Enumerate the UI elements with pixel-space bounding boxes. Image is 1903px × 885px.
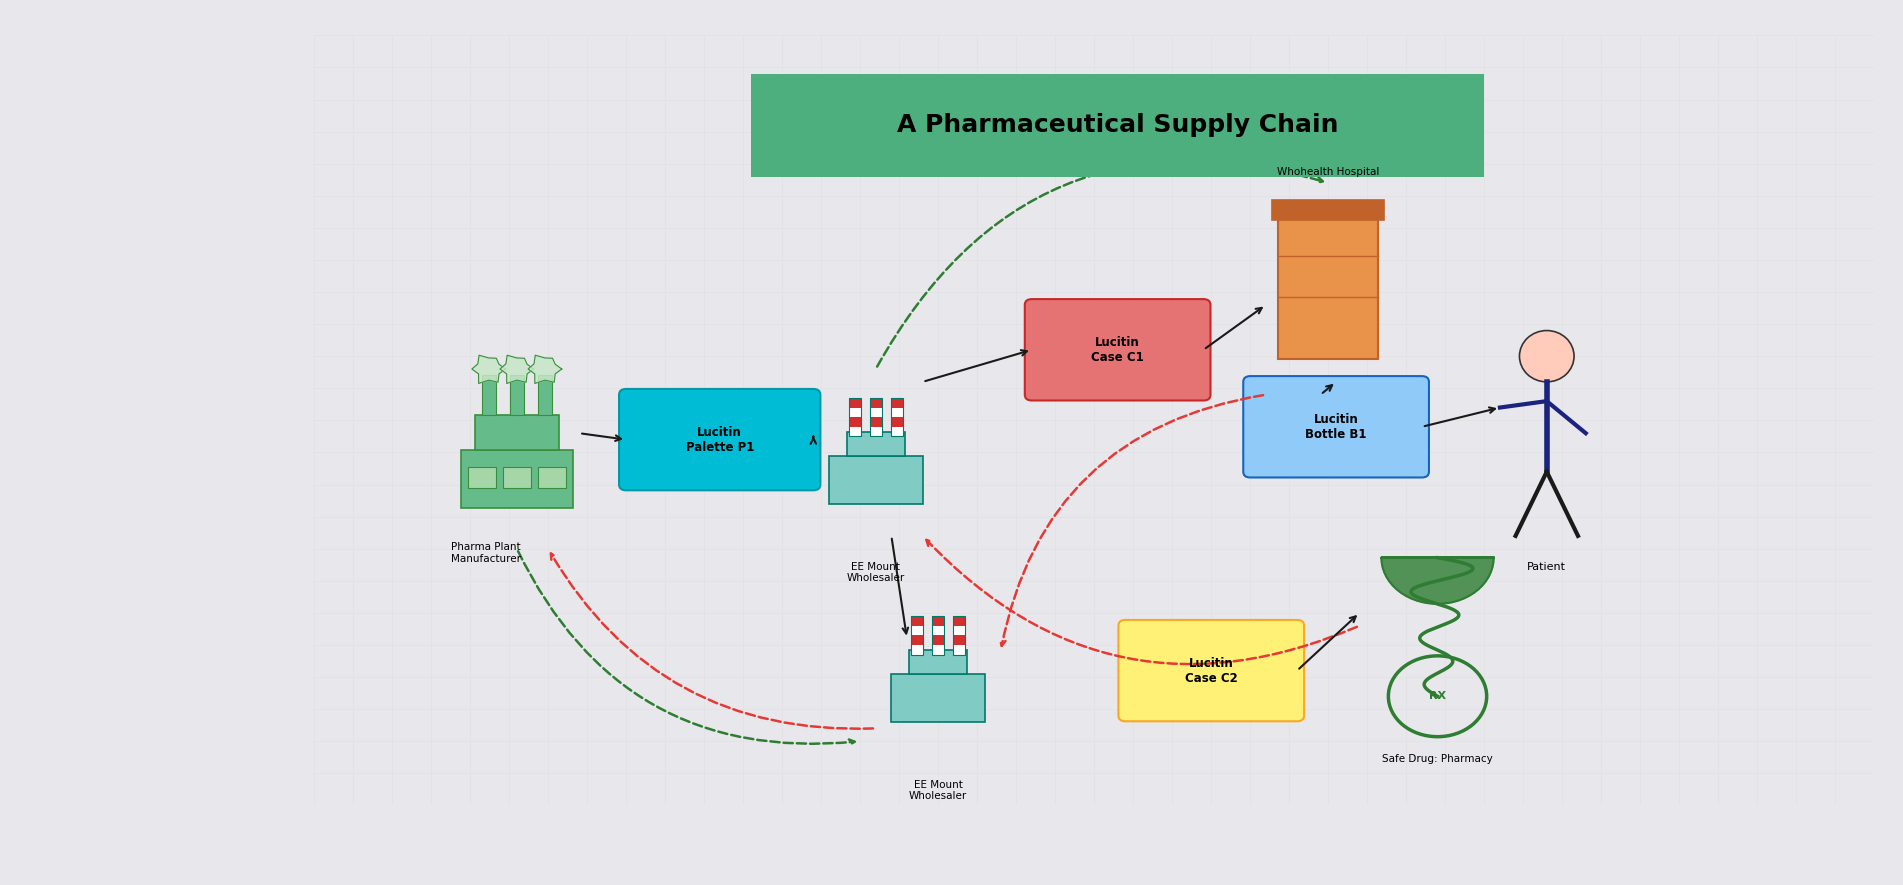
- FancyBboxPatch shape: [849, 427, 860, 436]
- FancyBboxPatch shape: [912, 626, 923, 635]
- FancyBboxPatch shape: [891, 417, 902, 427]
- Polygon shape: [472, 355, 506, 383]
- FancyBboxPatch shape: [912, 645, 923, 655]
- Text: Pharma Plant
Manufacturer: Pharma Plant Manufacturer: [451, 543, 521, 564]
- Text: EE Mount
Wholesaler: EE Mount Wholesaler: [847, 562, 906, 583]
- FancyBboxPatch shape: [849, 398, 860, 407]
- Text: Lucitin
Case C1: Lucitin Case C1: [1090, 335, 1144, 364]
- FancyBboxPatch shape: [953, 616, 965, 626]
- Polygon shape: [500, 355, 533, 383]
- Text: Patient: Patient: [1528, 562, 1566, 572]
- FancyBboxPatch shape: [1026, 299, 1210, 401]
- FancyBboxPatch shape: [891, 673, 986, 722]
- FancyBboxPatch shape: [849, 417, 860, 427]
- FancyBboxPatch shape: [870, 407, 881, 417]
- Polygon shape: [1382, 558, 1494, 604]
- Text: Lucitin
Case C2: Lucitin Case C2: [1186, 657, 1237, 685]
- FancyBboxPatch shape: [847, 432, 906, 456]
- FancyBboxPatch shape: [870, 398, 881, 407]
- Text: Lucitin
Palette P1: Lucitin Palette P1: [685, 426, 754, 454]
- Text: EE Mount
Wholesaler: EE Mount Wholesaler: [910, 780, 967, 801]
- Polygon shape: [529, 355, 561, 383]
- FancyBboxPatch shape: [474, 415, 559, 450]
- Text: Lucitin
Bottle B1: Lucitin Bottle B1: [1305, 412, 1366, 441]
- FancyBboxPatch shape: [752, 74, 1484, 177]
- Text: A Pharmaceutical Supply Chain: A Pharmaceutical Supply Chain: [896, 113, 1338, 137]
- FancyBboxPatch shape: [953, 645, 965, 655]
- FancyBboxPatch shape: [932, 616, 944, 626]
- FancyBboxPatch shape: [539, 375, 552, 415]
- FancyBboxPatch shape: [932, 626, 944, 635]
- FancyBboxPatch shape: [618, 389, 820, 490]
- FancyBboxPatch shape: [502, 467, 531, 488]
- FancyBboxPatch shape: [870, 417, 881, 427]
- FancyBboxPatch shape: [953, 626, 965, 635]
- FancyBboxPatch shape: [932, 635, 944, 645]
- FancyBboxPatch shape: [891, 427, 902, 436]
- Ellipse shape: [1519, 331, 1574, 382]
- FancyBboxPatch shape: [1243, 376, 1429, 478]
- FancyBboxPatch shape: [1271, 200, 1385, 220]
- FancyBboxPatch shape: [468, 467, 497, 488]
- FancyBboxPatch shape: [870, 427, 881, 436]
- FancyBboxPatch shape: [481, 375, 497, 415]
- FancyBboxPatch shape: [830, 456, 923, 504]
- FancyBboxPatch shape: [1119, 620, 1304, 721]
- FancyBboxPatch shape: [510, 375, 523, 415]
- FancyBboxPatch shape: [1279, 215, 1378, 358]
- Text: Whohealth Hospital: Whohealth Hospital: [1277, 166, 1380, 177]
- Text: RX: RX: [1429, 691, 1446, 701]
- FancyBboxPatch shape: [849, 407, 860, 417]
- FancyBboxPatch shape: [953, 635, 965, 645]
- FancyBboxPatch shape: [461, 450, 573, 508]
- FancyBboxPatch shape: [912, 616, 923, 626]
- FancyBboxPatch shape: [891, 407, 902, 417]
- FancyBboxPatch shape: [912, 635, 923, 645]
- FancyBboxPatch shape: [932, 645, 944, 655]
- FancyBboxPatch shape: [910, 650, 967, 673]
- FancyBboxPatch shape: [539, 467, 565, 488]
- FancyBboxPatch shape: [891, 398, 902, 407]
- Text: Safe Drug: Pharmacy: Safe Drug: Pharmacy: [1382, 754, 1492, 764]
